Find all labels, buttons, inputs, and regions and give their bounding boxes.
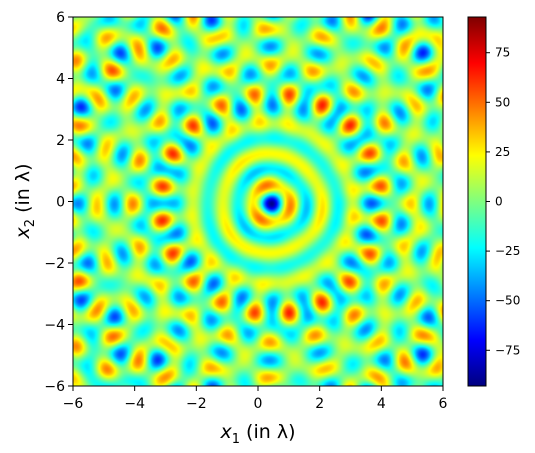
heatmap-canvas: [73, 17, 443, 386]
colorbar-tick-label: −25: [495, 244, 520, 258]
colorbar-tick-label: −50: [495, 294, 520, 308]
y-tick-label: 6: [56, 10, 65, 26]
y-tick-label: 4: [56, 72, 65, 88]
y-tick-label: 2: [56, 133, 65, 149]
y-tick-label: −2: [44, 256, 65, 272]
x-tick-label: −6: [63, 396, 84, 412]
y-tick-label: −6: [44, 379, 65, 395]
colorbar-tick-label: −75: [495, 343, 520, 357]
x-tick-label: 6: [439, 396, 448, 412]
y-axis-label: x2 (in λ): [12, 163, 38, 239]
colorbar-ticks: 75 50 25 0 −25 −50 −75: [486, 46, 520, 357]
x-tick-label: 2: [315, 396, 324, 412]
y-tick-label: −4: [44, 318, 65, 334]
x-tick-label: −4: [124, 396, 145, 412]
x-tick-label: 4: [377, 396, 386, 412]
colorbar-tick-label: 75: [495, 46, 510, 60]
y-tick-label: 0: [56, 195, 65, 211]
colorbar-tick-label: 25: [495, 145, 510, 159]
x-axis-label: x1 (in λ): [219, 421, 295, 447]
x-tick-label: −2: [186, 396, 207, 412]
heatmap-image-holder: [73, 17, 443, 386]
colorbar-tick-label: 0: [495, 195, 503, 209]
colorbar: [468, 17, 486, 386]
x-axis-ticks: −6 −4 −2 0 2 4 6: [63, 386, 448, 412]
colorbar-tick-label: 50: [495, 95, 510, 109]
y-axis-ticks: −6 −4 −2 0 2 4 6: [44, 10, 73, 395]
x-tick-label: 0: [254, 396, 263, 412]
